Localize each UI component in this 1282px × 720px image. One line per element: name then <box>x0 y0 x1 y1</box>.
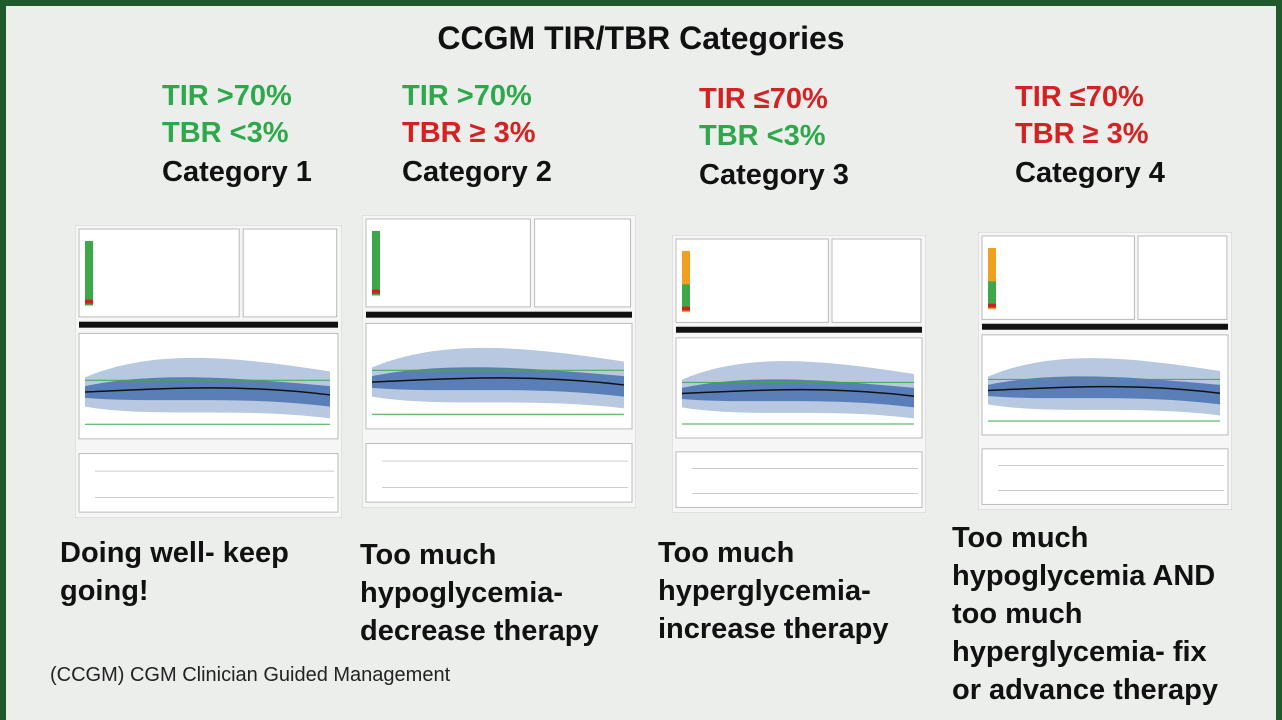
footnote: (CCGM) CGM Clinician Guided Management <box>50 664 451 686</box>
slide-title: CCGM TIR/TBR Categories <box>437 20 845 56</box>
description-line: hypoglycemia- <box>360 577 564 609</box>
description-line: Too much <box>658 537 795 569</box>
agp-report-thumbnail <box>672 235 926 513</box>
agp-report-thumbnail <box>978 232 1232 510</box>
slide: CCGM TIR/TBR Categories (CCGM) CGM Clini… <box>6 6 1276 720</box>
tir-label: TIR ≤70% <box>1015 81 1144 113</box>
agp-report-thumbnail <box>75 225 342 518</box>
tbr-label: TBR <3% <box>162 117 289 149</box>
category-label: Category 1 <box>162 156 312 188</box>
description-line: increase therapy <box>658 613 889 645</box>
category-label: Category 3 <box>699 159 849 191</box>
description-line: Too much <box>360 539 497 571</box>
description-line: decrease therapy <box>360 615 599 647</box>
description-line: Too much <box>952 522 1089 554</box>
description-line: hypoglycemia AND <box>952 560 1216 592</box>
description-line: Doing well- keep <box>60 537 289 569</box>
tbr-label: TBR ≥ 3% <box>1015 118 1149 150</box>
tbr-label: TBR <3% <box>699 120 826 152</box>
description-line: hyperglycemia- <box>658 575 871 607</box>
description-line: going! <box>60 575 149 607</box>
category-label: Category 2 <box>402 156 552 188</box>
tir-label: TIR ≤70% <box>699 83 828 115</box>
agp-report-thumbnail <box>362 215 636 508</box>
tir-label: TIR >70% <box>162 80 292 112</box>
description-line: too much <box>952 598 1083 630</box>
description-line: hyperglycemia- fix <box>952 636 1207 668</box>
category-label: Category 4 <box>1015 157 1165 189</box>
description-line: or advance therapy <box>952 674 1218 706</box>
tbr-label: TBR ≥ 3% <box>402 117 536 149</box>
tir-label: TIR >70% <box>402 80 532 112</box>
